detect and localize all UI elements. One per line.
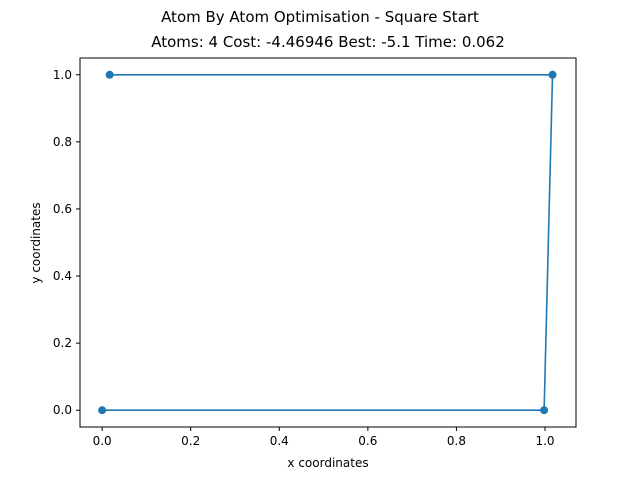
data-point [105,70,114,79]
x-tick-label: 0.4 [270,434,289,448]
y-axis-ticks: 0.0 0.2 0.4 0.6 0.8 1.0 [53,68,80,417]
chart-title: Atoms: 4 Cost: -4.46946 Best: -5.1 Time:… [151,33,505,51]
y-tick-label: 0.4 [53,269,72,283]
series-line [102,73,554,412]
x-tick-label: 1.0 [535,434,554,448]
x-tick-label: 0.6 [358,434,377,448]
y-tick-label: 1.0 [53,68,72,82]
data-point [540,406,549,415]
y-tick-label: 0.2 [53,336,72,350]
series-layer [98,70,557,415]
plot-area: 0.0 0.2 0.4 0.6 0.8 1.0 0.0 0.2 0.4 0.6 0.8 1.0 [53,57,577,448]
figure-suptitle: Atom By Atom Optimisation - Square Start [161,8,479,26]
x-tick-label: 0.2 [181,434,200,448]
x-tick-label: 0.8 [447,434,466,448]
y-tick-label: 0.0 [53,403,72,417]
data-point [98,406,107,415]
x-axis-label: x coordinates [287,456,368,470]
x-tick-label: 0.0 [93,434,112,448]
y-tick-label: 0.6 [53,202,72,216]
axes-frame [79,57,577,428]
data-point [548,70,557,79]
y-tick-label: 0.8 [53,135,72,149]
x-axis-ticks: 0.0 0.2 0.4 0.6 0.8 1.0 [93,427,555,448]
y-axis-label: y coordinates [29,202,43,283]
